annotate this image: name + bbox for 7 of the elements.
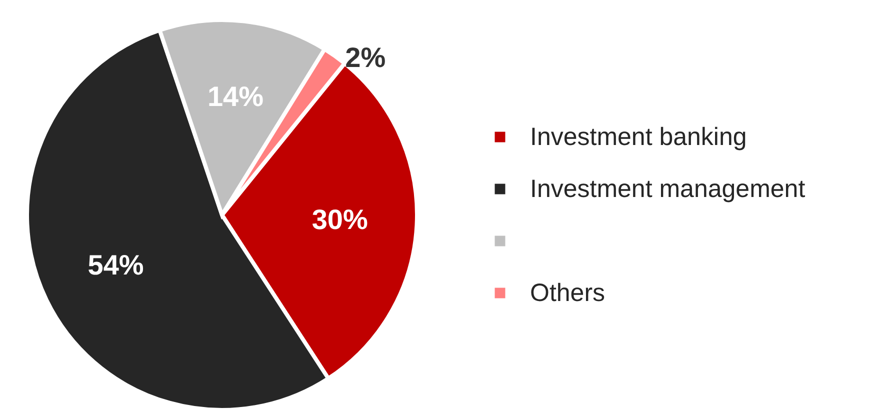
data-label: 2% <box>345 42 386 73</box>
legend-label: Others <box>530 279 606 307</box>
legend-label: Investment banking <box>530 123 747 151</box>
data-label: 14% <box>207 80 264 112</box>
data-label: 30% <box>312 204 368 236</box>
legend-label: Investment management <box>530 175 806 203</box>
data-label: 54% <box>88 249 144 280</box>
